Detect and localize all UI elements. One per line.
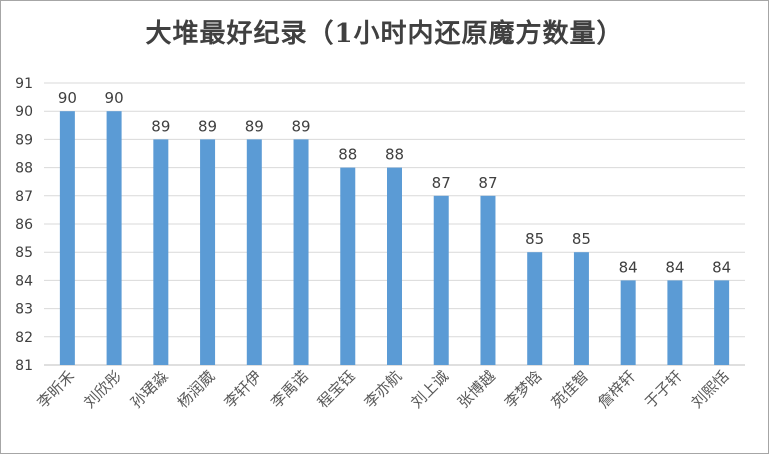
bar [200,139,216,365]
y-tick-label: 90 [15,104,33,120]
y-tick-label: 84 [15,273,33,289]
bar [433,195,449,365]
data-label: 89 [245,117,264,135]
data-label: 84 [665,258,684,276]
data-label: 89 [151,117,170,135]
bar [480,195,496,365]
y-tick-label: 82 [15,330,33,346]
category-label: 李轩伊 [221,367,266,412]
category-label: 詹梓轩 [594,367,639,412]
category-label: 张博越 [454,367,499,412]
data-label: 90 [58,89,77,107]
data-label: 88 [338,146,357,164]
bar [59,111,75,365]
category-label: 李禹诺 [267,367,312,412]
bar [573,252,589,365]
bar [106,111,122,365]
y-tick-label: 89 [15,132,33,148]
data-label: 85 [572,230,591,248]
data-label: 84 [712,258,731,276]
data-label: 87 [432,174,451,192]
category-label: 李昕禾 [34,367,79,412]
data-label: 89 [291,117,310,135]
category-label: 杨润葳 [174,367,219,412]
y-tick-label: 91 [15,76,33,92]
category-label: 刘上诚 [408,367,453,412]
category-label: 苑佳智 [548,367,593,412]
category-label: 孙珺淼 [127,367,172,412]
data-label: 90 [105,89,124,107]
data-label: 88 [385,146,404,164]
bar [527,252,543,365]
bar [620,280,636,365]
bar [667,280,683,365]
category-label: 李亦航 [361,367,406,412]
bar [293,139,309,365]
category-label: 李梦晗 [501,367,546,412]
bar [714,280,730,365]
y-tick-label: 86 [15,217,33,233]
data-label: 85 [525,230,544,248]
data-label: 84 [619,258,638,276]
chart-title: 大堆最好纪录（1小时内还原魔方数量） [145,19,624,49]
y-tick-label: 85 [15,245,33,261]
bar [340,167,356,365]
data-label: 87 [478,174,497,192]
category-label: 刘欣彤 [80,367,125,412]
bar [153,139,169,365]
y-tick-label: 83 [15,302,33,318]
y-tick-label: 81 [15,358,33,374]
bar [387,167,402,365]
data-label: 89 [198,117,217,135]
category-label: 于子轩 [641,367,686,412]
category-label: 刘熙恬 [688,367,733,412]
category-label: 程宝钰 [314,367,359,412]
bar [246,139,262,365]
y-tick-label: 88 [15,161,33,177]
y-tick-label: 87 [15,189,33,205]
